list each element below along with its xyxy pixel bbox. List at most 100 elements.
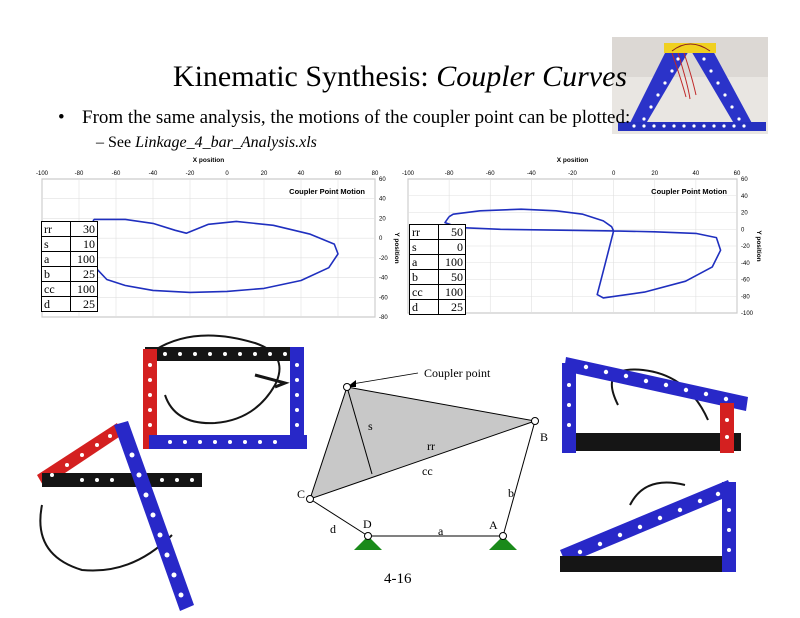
param-value: 25 xyxy=(438,299,466,315)
slide-title: Kinematic Synthesis: Coupler Curves xyxy=(0,60,800,94)
param-row-cc: cc 100 xyxy=(409,284,466,300)
param-name: cc xyxy=(41,281,71,297)
label-C: C xyxy=(297,487,305,501)
x-tick-label-0: -100 xyxy=(402,171,415,177)
param-row-d: d 25 xyxy=(409,299,466,315)
line-s xyxy=(346,386,373,475)
bullet-item: • From the same analysis, the motions of … xyxy=(58,107,630,129)
coupler-triangle xyxy=(309,386,537,500)
coupler-curve-line xyxy=(444,208,722,299)
label-s: s xyxy=(368,419,373,433)
param-value: 0 xyxy=(438,239,466,255)
y-tick-label-7: -80 xyxy=(741,294,750,300)
params-table-1: rr 30 s 10 a 100 b 25 cc 100 d 25 xyxy=(41,221,98,312)
y-tick-label-0: 60 xyxy=(379,177,386,183)
y-axis-label: Y position xyxy=(755,230,762,261)
ground-a-icon xyxy=(489,536,517,550)
y-tick-label-5: -40 xyxy=(741,261,750,267)
linkage-diagram: Coupler point s rr cc b d a A B C D xyxy=(297,366,548,550)
lego-linkage-photo-left-lower xyxy=(37,421,202,611)
param-value: 100 xyxy=(438,254,466,270)
x-tick-label-6: 20 xyxy=(261,171,268,177)
param-name: s xyxy=(41,236,71,252)
link-b xyxy=(502,420,536,537)
param-value: 10 xyxy=(70,236,98,252)
param-name: a xyxy=(41,251,71,267)
y-tick-label-1: 40 xyxy=(379,197,386,203)
param-value: 100 xyxy=(70,281,98,297)
y-tick-label-2: 20 xyxy=(741,211,748,217)
x-tick-label-1: -80 xyxy=(75,171,84,177)
sub-bullet-file: Linkage_4_bar_Analysis.xls xyxy=(135,134,317,151)
label-rr: rr xyxy=(427,439,435,453)
bullet-text: From the same analysis, the motions of t… xyxy=(82,107,631,128)
y-tick-label-1: 40 xyxy=(741,194,748,200)
lego-linkage-photo-right-lower xyxy=(560,480,736,572)
param-row-s: s 10 xyxy=(41,236,98,252)
x-tick-label-0: -100 xyxy=(36,171,49,177)
y-tick-label-8: -100 xyxy=(741,311,754,317)
title-italic: Coupler Curves xyxy=(436,60,628,93)
x-tick-label-8: 60 xyxy=(734,171,741,177)
label-d: d xyxy=(330,522,336,536)
lego-linkage-photo-right-upper xyxy=(562,357,748,453)
param-name: b xyxy=(409,269,439,285)
label-b: b xyxy=(508,486,514,500)
param-row-a: a 100 xyxy=(41,251,98,267)
ground-d-icon xyxy=(354,536,382,550)
param-row-d: d 25 xyxy=(41,296,98,312)
param-value: 100 xyxy=(70,251,98,267)
chart-title: Coupler Point Motion xyxy=(289,187,365,196)
title-main: Kinematic Synthesis: xyxy=(172,60,437,93)
x-tick-label-3: -40 xyxy=(527,171,536,177)
x-tick-label-8: 60 xyxy=(335,171,342,177)
y-tick-label-3: 0 xyxy=(379,236,383,242)
y-tick-label-4: -20 xyxy=(741,244,750,250)
sub-bullet-item: – See Linkage_4_bar_Analysis.xls xyxy=(96,134,317,152)
param-row-b: b 50 xyxy=(409,269,466,285)
x-tick-label-5: 0 xyxy=(225,171,229,177)
y-tick-label-4: -20 xyxy=(379,256,388,262)
coupler-curve-line xyxy=(87,218,339,294)
param-name: rr xyxy=(41,221,71,237)
lego-linkage-photo-left-upper xyxy=(143,334,307,449)
param-value: 30 xyxy=(70,221,98,237)
param-value: 25 xyxy=(70,296,98,312)
y-tick-label-7: -80 xyxy=(379,315,388,321)
x-tick-label-4: -20 xyxy=(186,171,195,177)
joint-a xyxy=(499,532,507,540)
label-cc: cc xyxy=(422,464,433,478)
param-name: cc xyxy=(409,284,439,300)
label-A: A xyxy=(489,518,498,532)
param-row-rr: rr 30 xyxy=(41,221,98,237)
x-tick-label-4: -20 xyxy=(568,171,577,177)
param-value: 50 xyxy=(438,224,466,240)
y-tick-label-2: 20 xyxy=(379,216,386,222)
x-axis-label: X position xyxy=(193,157,224,164)
x-tick-label-6: 20 xyxy=(651,171,658,177)
y-tick-label-6: -60 xyxy=(379,295,388,301)
y-tick-label-0: 60 xyxy=(741,177,748,183)
param-name: s xyxy=(409,239,439,255)
param-value: 25 xyxy=(70,266,98,282)
params-table-2: rr 50 s 0 a 100 b 50 cc 100 d 25 xyxy=(409,224,466,315)
param-row-a: a 100 xyxy=(409,254,466,270)
x-tick-label-2: -60 xyxy=(486,171,495,177)
y-tick-label-3: 0 xyxy=(741,227,745,233)
y-tick-label-6: -60 xyxy=(741,278,750,284)
joint-b xyxy=(531,417,539,425)
sub-bullet-prefix: – See xyxy=(96,134,136,151)
joint-c xyxy=(306,495,314,503)
page-number: 4-16 xyxy=(384,571,412,587)
x-tick-label-7: 40 xyxy=(298,171,305,177)
x-tick-label-3: -40 xyxy=(149,171,158,177)
x-tick-label-1: -80 xyxy=(445,171,454,177)
param-name: b xyxy=(41,266,71,282)
param-name: rr xyxy=(409,224,439,240)
coupler-point-leader xyxy=(351,372,419,385)
joint-coupler-point xyxy=(343,383,351,391)
param-row-cc: cc 100 xyxy=(41,281,98,297)
param-value: 100 xyxy=(438,284,466,300)
